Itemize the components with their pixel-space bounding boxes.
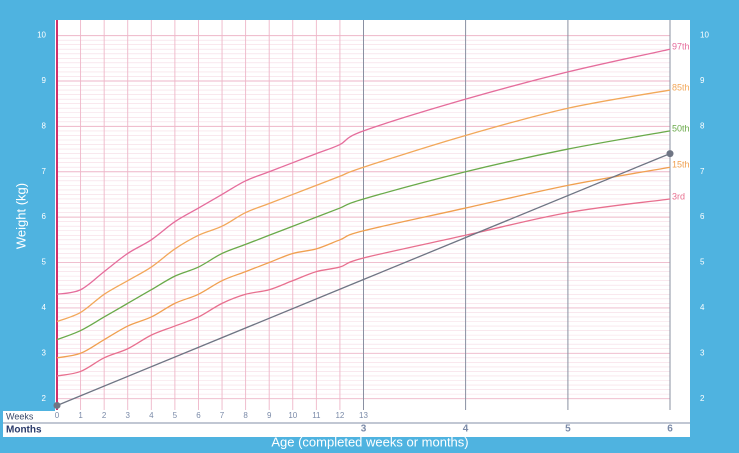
series-line bbox=[56, 198, 671, 377]
y-tick-label: 10 bbox=[37, 31, 46, 40]
x-tick-label: 3 bbox=[126, 411, 131, 420]
y-tick-label: 9 bbox=[42, 76, 47, 85]
y-tick-label: 3 bbox=[42, 348, 47, 357]
y-tick-label: 6 bbox=[42, 212, 47, 221]
y-tick-label-right: 9 bbox=[700, 76, 705, 85]
x-tick-label: 13 bbox=[359, 411, 368, 420]
y-tick-label: 5 bbox=[42, 258, 47, 267]
grid bbox=[56, 20, 671, 410]
x-tick-label: 6 bbox=[667, 424, 673, 435]
x-tick-label: 6 bbox=[196, 411, 201, 420]
series-line bbox=[56, 153, 671, 407]
x-tick-label: 10 bbox=[288, 411, 297, 420]
marks: 97th 85th 50th 15th 3rd bbox=[53, 42, 690, 409]
series-label: 15th bbox=[672, 160, 690, 170]
y-tick-label: 7 bbox=[42, 167, 47, 176]
series-line bbox=[56, 48, 671, 295]
months-label: Months bbox=[6, 425, 42, 436]
y-axis-title: Weight (kg) bbox=[13, 183, 28, 249]
point bbox=[53, 401, 61, 409]
x-tick-label: 11 bbox=[312, 411, 321, 420]
x-tick-label: 7 bbox=[220, 411, 225, 420]
y-tick-label-right: 3 bbox=[700, 348, 705, 357]
x-tick-label: 5 bbox=[173, 411, 178, 420]
y-tick-label-right: 7 bbox=[700, 167, 705, 176]
x-tick-label: 3 bbox=[361, 424, 367, 435]
x-tick-label: 4 bbox=[149, 411, 154, 420]
series-label: 97th bbox=[672, 42, 690, 52]
y-tick-label-right: 5 bbox=[700, 258, 705, 267]
x-tick-label: 2 bbox=[102, 411, 107, 420]
y-tick-label: 4 bbox=[42, 303, 47, 312]
row-label-box bbox=[3, 411, 55, 437]
series-line bbox=[56, 166, 671, 359]
y-tick-label-right: 4 bbox=[700, 303, 705, 312]
x-tick-label: 4 bbox=[463, 424, 469, 435]
weeks-label: Weeks bbox=[6, 411, 34, 421]
y-tick-label-right: 8 bbox=[700, 121, 705, 130]
series-line bbox=[56, 130, 671, 341]
y-tick-label-right: 10 bbox=[700, 31, 709, 40]
x-tick-label: 9 bbox=[267, 411, 272, 420]
series-label: 3rd bbox=[672, 191, 685, 201]
series-label: 50th bbox=[672, 123, 690, 133]
x-tick-label: 5 bbox=[565, 424, 571, 435]
series-label: 85th bbox=[672, 82, 690, 92]
x-tick-label: 0 bbox=[55, 411, 60, 420]
x-tick-label: 8 bbox=[243, 411, 248, 420]
y-tick-label-right: 2 bbox=[700, 394, 705, 403]
x-tick-label: 1 bbox=[78, 411, 83, 420]
x-axis-title: Age (completed weeks or months) bbox=[271, 434, 468, 449]
y-tick-label-right: 6 bbox=[700, 212, 705, 221]
y-tick-label: 8 bbox=[42, 121, 47, 130]
x-tick-label: 12 bbox=[335, 411, 344, 420]
y-tick-label: 2 bbox=[42, 394, 47, 403]
point bbox=[666, 150, 674, 158]
series-line bbox=[56, 89, 671, 323]
